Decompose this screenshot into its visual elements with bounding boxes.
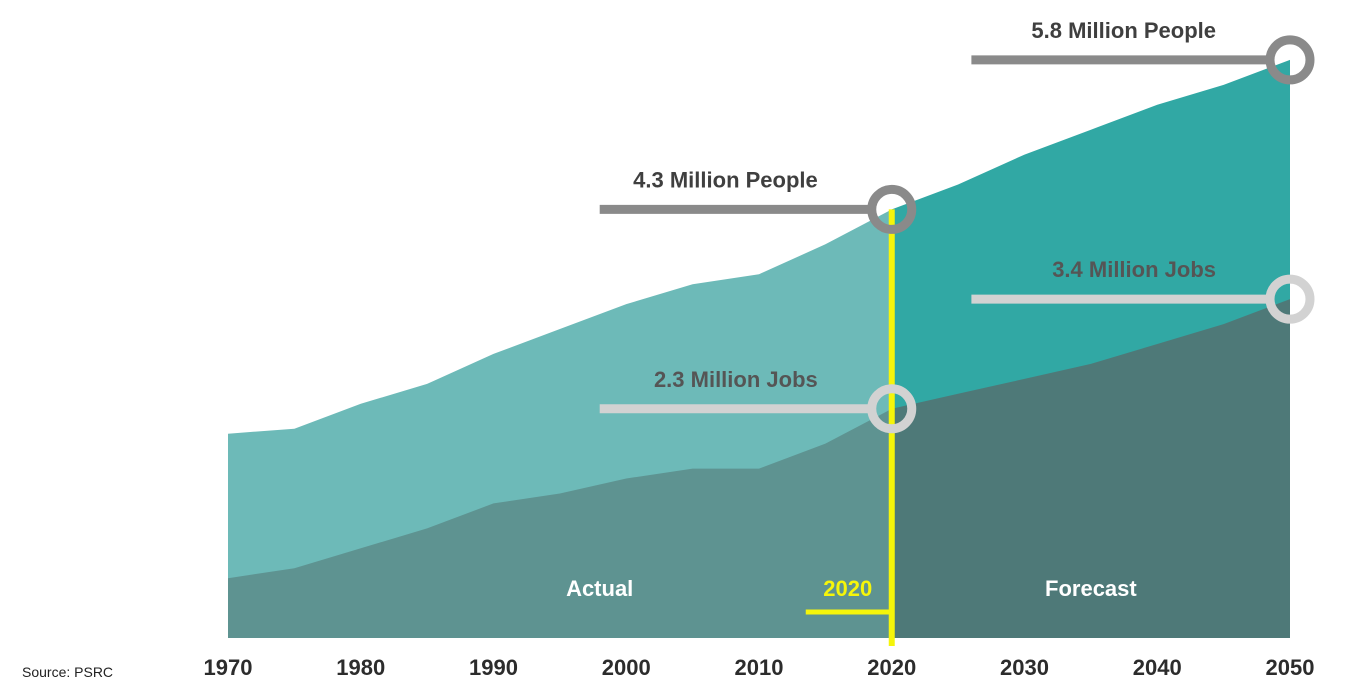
x-tick-label-2050: 2050 — [1266, 655, 1315, 680]
callout-ring-people-2050 — [1265, 35, 1315, 85]
callout-ring-people-2020 — [867, 184, 917, 234]
callout-layer: 5.8 Million People 4.3 Million People 3.4 … — [599, 18, 1315, 434]
jobs-area-actual — [228, 408, 892, 638]
zone-label-actual: Actual — [566, 576, 633, 601]
callout-label-people-2020: 4.3 Million People — [633, 167, 818, 192]
zone-label-forecast: Forecast — [1045, 576, 1137, 601]
source-note: Source: PSRC — [22, 664, 113, 680]
x-tick-label-1990: 1990 — [469, 655, 518, 680]
areas-layer — [228, 59, 1290, 638]
x-tick-label-1980: 1980 — [336, 655, 385, 680]
callout-label-jobs-2020: 2.3 Million Jobs — [654, 367, 818, 392]
x-tick-label-2030: 2030 — [1000, 655, 1049, 680]
x-tick-label-2010: 2010 — [735, 655, 784, 680]
x-tick-label-2000: 2000 — [602, 655, 651, 680]
x-tick-label-2020: 2020 — [867, 655, 916, 680]
callout-label-people-2050: 5.8 Million People — [1031, 18, 1216, 43]
callout-label-jobs-2050: 3.4 Million Jobs — [1052, 257, 1216, 282]
x-tick-label-2040: 2040 — [1133, 655, 1182, 680]
labels-layer: 1970 1980 1990 2000 2010 2020 2030 2040 2050 Actu… — [22, 576, 1314, 680]
callout-ring-jobs-2020 — [867, 384, 917, 434]
x-tick-label-1970: 1970 — [204, 655, 253, 680]
jobs-area-forecast — [891, 299, 1290, 638]
callout-ring-jobs-2050 — [1265, 274, 1315, 324]
divider-year-label: 2020 — [823, 576, 872, 601]
